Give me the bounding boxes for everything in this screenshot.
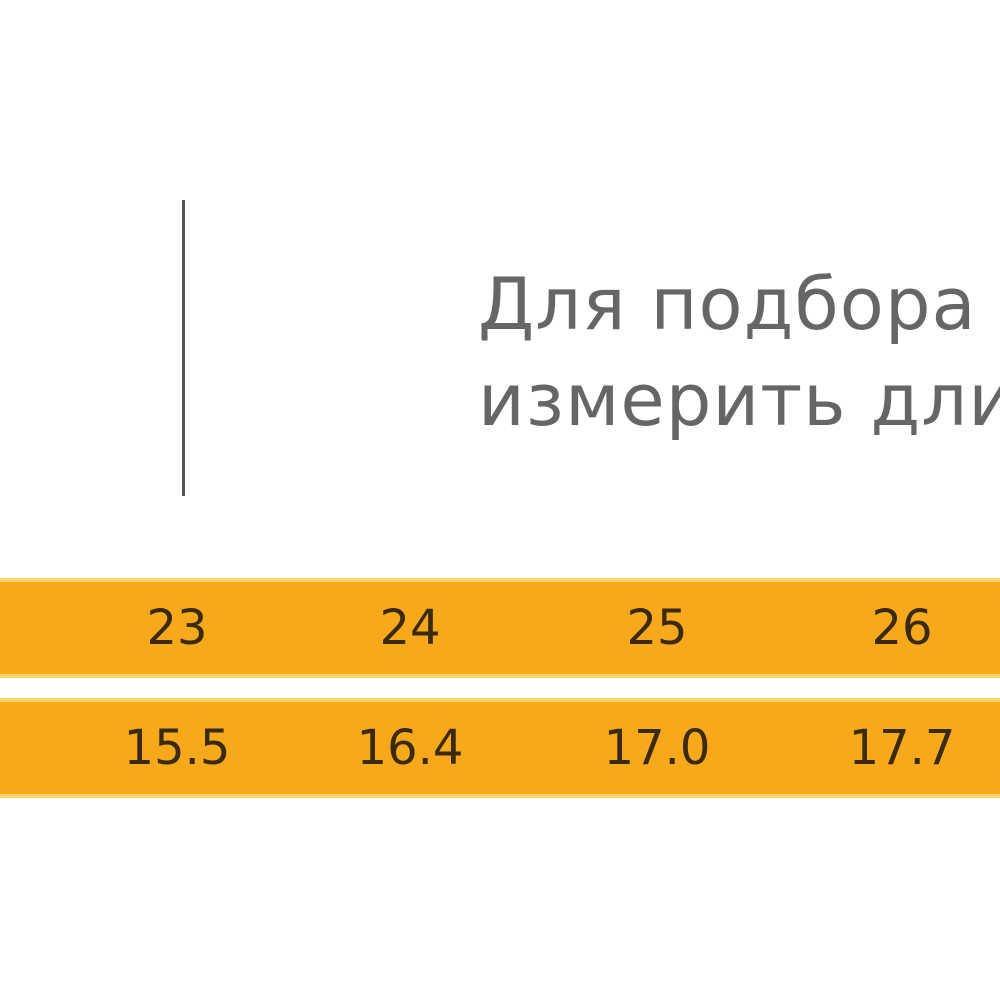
instruction-line: Для подбора <box>478 262 977 346</box>
table-cell: 17.7 <box>848 720 956 776</box>
table-cell: 17.0 <box>603 720 711 776</box>
table-cell: 23 <box>146 600 208 656</box>
table-cell: 16.4 <box>356 720 464 776</box>
instruction-line: измерить дли <box>478 358 1000 442</box>
table-cell: 26 <box>871 600 933 656</box>
table-cell: 25 <box>626 600 688 656</box>
divider <box>182 200 185 496</box>
table-row: 23 24 25 26 <box>0 578 1000 678</box>
table-row: 15.5 16.4 17.0 17.7 <box>0 698 1000 798</box>
table-cell: 24 <box>379 600 441 656</box>
table-cell: 15.5 <box>123 720 231 776</box>
